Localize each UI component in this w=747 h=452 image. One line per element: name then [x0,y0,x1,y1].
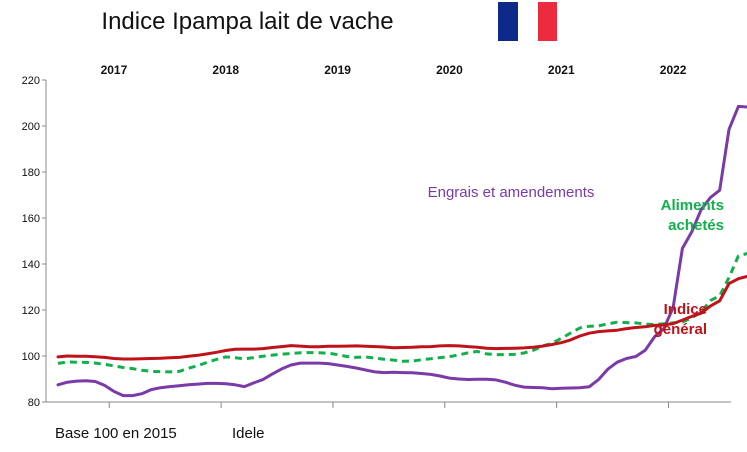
series-labels: Engrais et amendements Aliments achetés Ind… [428,184,724,338]
year-label: 2019 [324,63,351,77]
series-label: général [654,321,707,338]
year-labels: 2017 2018 2019 2020 2021 2022 [101,63,687,77]
y-tick-label: 140 [22,259,40,271]
flag-red-stripe [538,2,557,41]
y-tick-label: 100 [22,351,40,363]
year-label: 2022 [660,63,687,77]
year-label: 2017 [101,63,128,77]
y-tick-label: 220 [22,75,40,87]
y-tick-label: 160 [22,213,40,225]
series-label: achetés [668,217,724,234]
y-tick-label: 80 [28,397,40,409]
year-label: 2021 [548,63,575,77]
y-tick-label: 180 [22,167,40,179]
series-lines [56,104,747,398]
year-label: 2020 [436,63,463,77]
series-label: Engrais et amendements [428,184,595,201]
chart-title: Indice Ipampa lait de vache [101,8,394,35]
series-line-1 [57,252,747,374]
axes: 80 100 120 140 160 180 200 220 [22,75,731,409]
series-label: Aliments [661,197,724,214]
series-label: Indice [664,301,707,318]
y-tick-label: 120 [22,305,40,317]
series-line-0 [56,104,747,398]
base-note: Base 100 en 2015 [55,425,177,442]
flag-blue-stripe [498,2,518,41]
series-line-2 [56,274,747,361]
source-note: Idele [232,425,265,442]
y-tick-label: 200 [22,121,40,133]
year-label: 2018 [212,63,239,77]
